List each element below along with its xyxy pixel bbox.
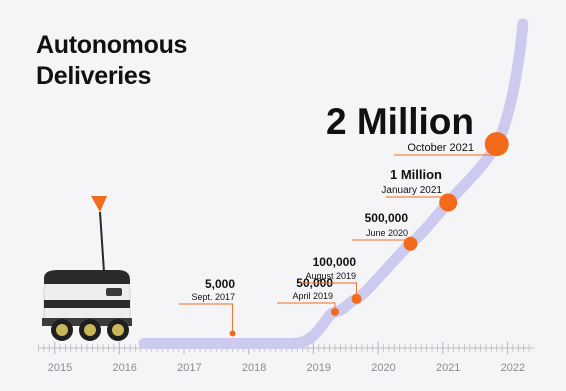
milestone-marker: [229, 330, 236, 337]
milestone-4: 500,000 June 2020: [352, 211, 418, 251]
milestone-value-label: 5,000: [205, 277, 235, 291]
leader-line: [300, 282, 357, 294]
milestone-marker: [403, 236, 418, 251]
milestone-marker: [330, 307, 339, 316]
milestone-3: 100,000 August 2019: [300, 255, 362, 304]
title-line-1: Autonomous: [36, 31, 188, 59]
x-axis: 2015 2016 2017 2018 2019 2020 2021 2022: [38, 342, 535, 374]
milestone-marker: [351, 293, 362, 304]
x-tick-label: 2022: [501, 362, 525, 374]
milestone-value-label: 100,000: [313, 255, 357, 269]
x-tick-label: 2019: [307, 362, 331, 374]
milestone-date-label: Sept. 2017: [191, 292, 235, 302]
x-tick-label: 2016: [112, 362, 136, 374]
x-tick-label: 2018: [242, 362, 266, 374]
milestone-5: 1 Million January 2021: [381, 167, 458, 212]
milestone-date-label: January 2021: [381, 185, 442, 196]
leader-line: [277, 302, 336, 308]
milestone-value-label: 2 Million: [326, 101, 474, 142]
x-tick-label: 2017: [177, 362, 201, 374]
x-tick-label: 2020: [371, 362, 395, 374]
page-title: Autonomous Deliveries: [36, 30, 187, 92]
leader-line: [179, 303, 233, 331]
milestone-marker: [439, 193, 458, 212]
milestone-date-label: April 2019: [292, 291, 333, 301]
milestone-marker: [484, 132, 509, 157]
milestone-value-label: 1 Million: [390, 167, 442, 182]
milestone-date-label: October 2021: [407, 142, 474, 154]
x-tick-label: 2015: [48, 362, 72, 374]
milestone-date-label: June 2020: [366, 228, 408, 238]
x-tick-label: 2021: [436, 362, 460, 374]
delivery-robot-icon: [42, 196, 132, 341]
milestone-value-label: 500,000: [365, 211, 409, 225]
title-line-2: Deliveries: [36, 62, 152, 90]
milestone-date-label: August 2019: [305, 271, 356, 281]
